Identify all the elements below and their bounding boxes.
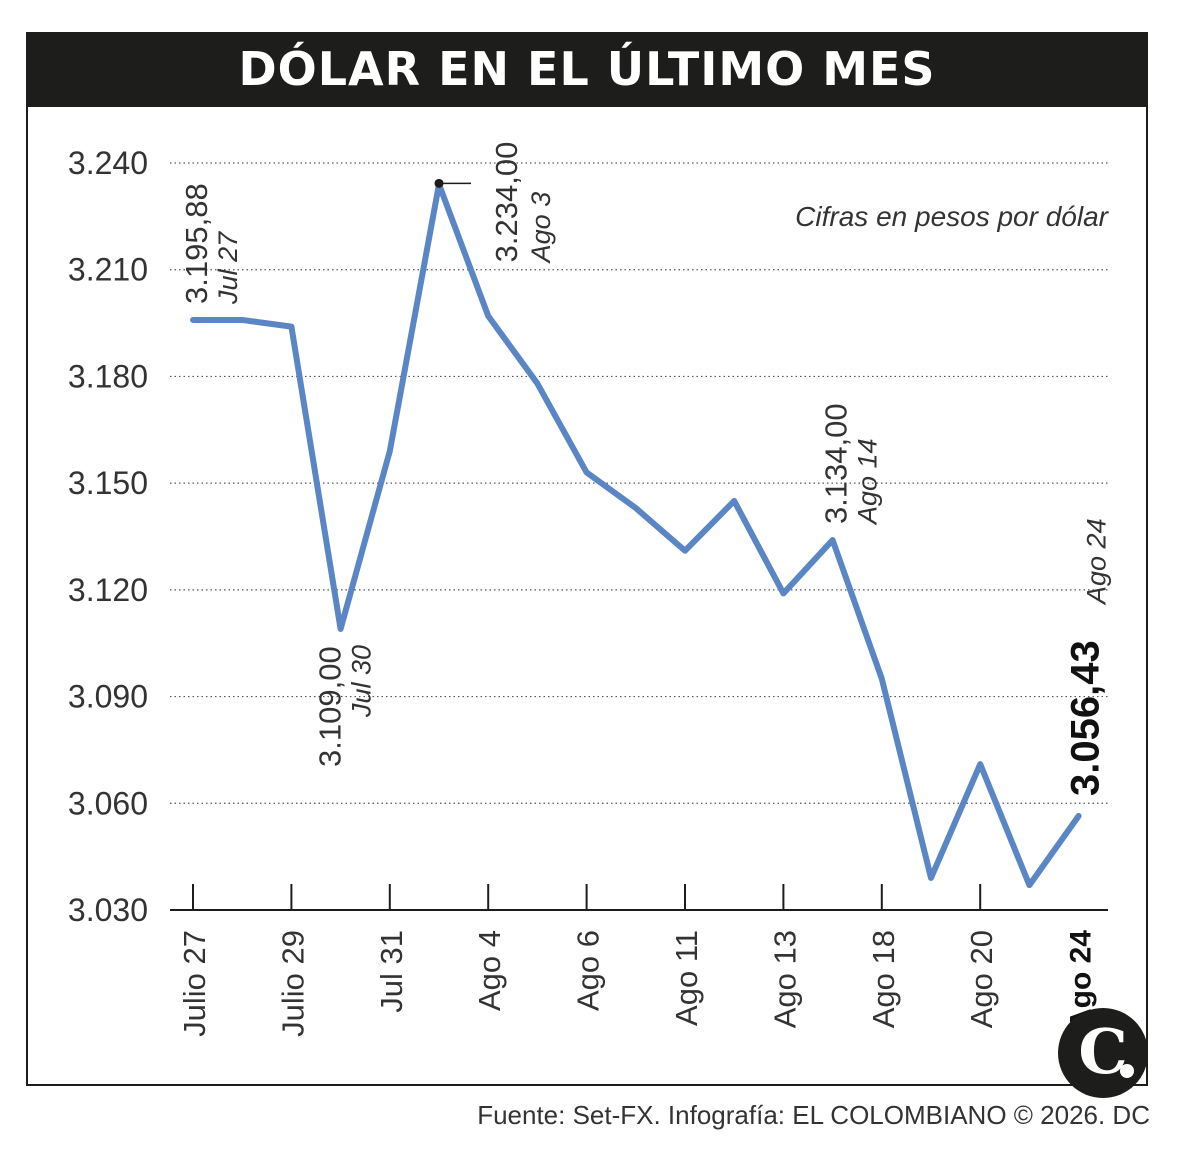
logo-letter: C xyxy=(1078,1015,1128,1088)
y-tick-label: 3.060 xyxy=(68,785,148,821)
grid-lines xyxy=(170,162,1108,804)
x-tick-label: Ago 20 xyxy=(964,930,999,1028)
annotation-date: Ago 24 xyxy=(1082,518,1112,606)
source-credit: Fuente: Set-FX. Infografía: EL COLOMBIAN… xyxy=(477,1100,1150,1130)
annotation-date: Ago 14 xyxy=(853,438,883,526)
chart-title: DÓLAR EN EL ÚLTIMO MES xyxy=(26,32,1148,107)
x-axis: Julio 27 Julio 29 Jul 31 Ago 4 Ago 6 Ago 11 Ag… xyxy=(170,884,1108,1037)
x-tick-label: Ago 4 xyxy=(472,930,507,1011)
annotation-value: 3.134,00 xyxy=(819,403,854,524)
y-tick-label: 3.030 xyxy=(68,892,148,928)
annotation-date: Jul 27 xyxy=(213,231,243,305)
el-colombiano-logo-icon: C xyxy=(1058,1008,1148,1098)
y-tick-label: 3.090 xyxy=(68,679,148,715)
y-tick-label: 3.180 xyxy=(68,358,148,394)
x-tick-label: Julio 29 xyxy=(275,930,310,1037)
series-line xyxy=(190,181,1082,889)
x-tick-label: Ago 11 xyxy=(669,930,704,1026)
y-tick-label: 3.150 xyxy=(68,465,148,501)
y-tick-label: 3.120 xyxy=(68,572,148,608)
annotation-value: 3.234,00 xyxy=(489,142,524,263)
x-tick-label: Ago 18 xyxy=(866,930,901,1028)
y-tick-label: 3.240 xyxy=(68,145,148,181)
x-tick-label: Ago 6 xyxy=(571,930,606,1011)
annotation-value: 3.109,00 xyxy=(313,646,348,767)
annotation-date: Jul 30 xyxy=(347,645,377,718)
annotation-date: Ago 3 xyxy=(526,192,556,265)
x-tick-label: Jul 31 xyxy=(374,930,409,1013)
logo-dot xyxy=(1120,1064,1134,1078)
annotations: 3.195,88 Jul 273.109,00 Jul 303.234,00 Ago … xyxy=(179,142,1112,796)
units-note: Cifras en pesos por dólar xyxy=(795,201,1110,232)
y-axis-ticks: 3.030 3.060 3.090 3.120 3.150 3.180 3.210 3.240 xyxy=(68,145,148,928)
y-tick-label: 3.210 xyxy=(68,252,148,288)
annotation-value-latest: 3.056,43 xyxy=(1064,640,1108,796)
series-polyline xyxy=(190,181,1082,889)
x-tick-label: Ago 13 xyxy=(767,930,802,1028)
x-tick-label: Julio 27 xyxy=(177,930,212,1037)
annotation-value: 3.195,88 xyxy=(179,183,214,304)
